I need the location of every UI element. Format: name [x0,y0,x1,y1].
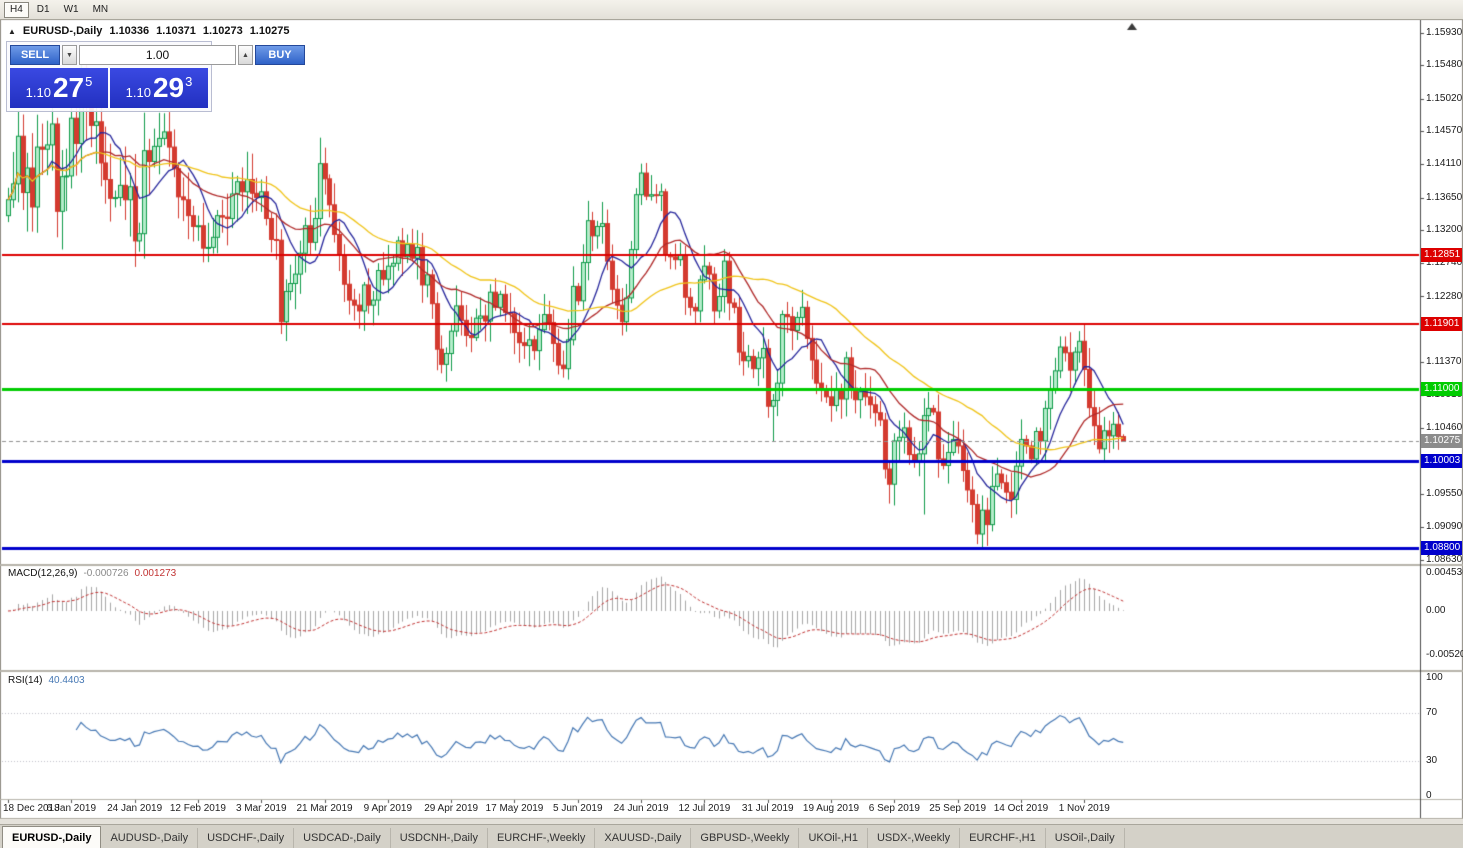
timeframe-button-d1[interactable]: D1 [36,4,50,15]
chart-low-value: 1.10273 [202,25,243,37]
rsi-axis-tick: 100 [1426,672,1443,683]
macd-axis-tick: -0.005205 [1426,648,1463,660]
price-level-badge: 1.11000 [1421,381,1462,396]
date-label: 1 Nov 2019 [1058,803,1110,814]
price-level-badge: 1.11901 [1421,316,1462,331]
date-label: 24 Jan 2019 [107,803,163,814]
price-axis-tick: 1.11370 [1426,356,1462,368]
sell-button[interactable]: SELL [10,45,60,65]
date-label: 21 Mar 2019 [296,803,353,814]
date-label: 18 Dec 2018 [3,803,60,814]
rsi-axis-tick: 0 [1426,790,1432,801]
chart-title: EURUSD-,Daily [22,25,103,37]
chart-tab-usdchf-daily[interactable]: USDCHF-,Daily [198,828,295,848]
current-price-badge: 1.10275 [1421,434,1462,449]
one-click-trading-panel: SELL ▼ ▲ BUY 1.10 27 5 1.10 29 3 [6,41,305,112]
chevron-down-icon: ▼ [66,51,73,59]
horizontal-scrollbar[interactable] [0,819,1463,824]
date-label: 6 Jan 2019 [46,803,97,814]
date-label: 9 Apr 2019 [363,803,413,814]
price-level-badge: 1.10003 [1421,453,1462,468]
chart-tabs-bar: EURUSD-,Daily AUDUSD-,Daily USDCHF-,Daily U… [0,824,1463,848]
chart-high-value: 1.10371 [156,25,196,37]
price-axis-tick: 1.13200 [1426,224,1463,236]
price-axis-tick: 1.15930 [1426,27,1463,38]
buy-button[interactable]: BUY [255,45,305,65]
buy-price-box[interactable]: 1.10 29 3 [110,68,208,108]
date-label: 6 Sep 2019 [868,803,920,814]
price-axis-tick: 1.12740 [1426,257,1463,269]
chart-tab-xauusd-daily[interactable]: XAUUSD-,Daily [595,828,692,848]
date-label: 14 Oct 2019 [993,803,1049,814]
date-label: 12 Jul 2019 [678,803,731,814]
date-label: 17 May 2019 [485,803,544,814]
date-label: 25 Sep 2019 [929,803,986,814]
price-axis-tick: 1.08630 [1426,554,1463,565]
volume-increase-button[interactable]: ▲ [238,45,253,65]
date-label: 19 Aug 2019 [802,803,860,814]
macd-header: MACD(12,26,9) -0.000726 0.001273 [8,568,176,579]
chart-tab-gbpusd-weekly[interactable]: GBPUSD-,Weekly [691,828,800,848]
date-label: 3 Mar 2019 [235,803,287,814]
price-axis-tick: 1.14110 [1426,158,1462,170]
rsi-header: RSI(14) 40.4403 [8,675,85,686]
macd-main-value: -0.000726 [83,568,129,579]
date-label: 12 Feb 2019 [169,803,227,814]
timeframe-button-w1[interactable]: W1 [63,4,79,15]
price-axis-tick: 1.09550 [1426,487,1463,499]
price-axis-tick: 1.09090 [1426,520,1463,532]
sell-price-prefix: 1.10 [25,84,51,100]
chart-tab-eurchf-weekly[interactable]: EURCHF-,Weekly [488,828,596,848]
chart-tab-eurchf-h1[interactable]: EURCHF-,H1 [960,828,1046,848]
price-axis-tick: 1.14570 [1426,125,1463,137]
chart-tab-usdcad-daily[interactable]: USDCAD-,Daily [294,828,391,848]
macd-label: MACD(12,26,9) [8,568,78,579]
price-axis-tick: 1.13650 [1426,191,1463,203]
chart-tab-usdx-weekly[interactable]: USDX-,Weekly [868,828,961,848]
chart-tab-audusd-daily[interactable]: AUDUSD-,Daily [101,828,199,848]
rsi-axis-tick: 30 [1426,754,1438,766]
price-axis-tick: 1.15020 [1426,92,1463,104]
chart-tab-usoil-daily[interactable]: USOil-,Daily [1046,828,1125,848]
macd-axis-tick: 0.00 [1426,605,1446,616]
buy-price-pip: 3 [185,73,193,89]
chart-close-value: 1.10275 [249,25,290,37]
collapse-trade-panel-icon[interactable]: ▲ [8,26,16,36]
price-level-badge: 1.12851 [1421,248,1462,263]
date-label: 29 Apr 2019 [424,803,479,814]
chart-open-value: 1.10336 [109,25,150,37]
trade-controls-row: SELL ▼ ▲ BUY [10,45,305,65]
volume-input[interactable] [79,45,236,65]
rsi-label: RSI(14) [8,675,43,686]
price-level-badge: 1.08800 [1421,540,1462,555]
date-label: 31 Jul 2019 [741,803,794,814]
price-axis-tick: 1.10460 [1426,421,1463,433]
chart-tab-usdcnh-daily[interactable]: USDCNH-,Daily [391,828,488,848]
buy-price-big: 29 [152,72,185,103]
sell-price-big: 27 [52,72,85,103]
chart-tab-ukoil-h1[interactable]: UKOil-,H1 [799,828,868,848]
chart-tab-eurusd-daily[interactable]: EURUSD-,Daily [2,826,102,848]
macd-signal-value: 0.001273 [134,568,177,579]
sell-price-pip: 5 [85,73,93,89]
sell-price-box[interactable]: 1.10 27 5 [10,68,108,108]
buy-price-prefix: 1.10 [125,84,151,100]
rsi-value: 40.4403 [48,675,85,686]
timeframe-button-h4[interactable]: H4 [4,1,29,18]
date-label: 24 Jun 2019 [613,803,669,814]
chart-header: ▲ EURUSD-,Daily 1.10336 1.10371 1.10273 … [8,25,289,37]
rsi-axis-tick: 70 [1426,707,1438,719]
chevron-up-icon: ▲ [242,51,249,59]
date-label: 5 Jun 2019 [553,803,603,814]
timeframe-toolbar: H4 D1 W1 MN [0,0,1463,20]
price-axis-tick: 1.12280 [1426,290,1463,302]
timeframe-button-mn[interactable]: MN [92,4,109,15]
volume-decrease-button[interactable]: ▼ [62,45,77,65]
trade-prices-row: 1.10 27 5 1.10 29 3 [10,68,208,108]
macd-axis-tick: 0.004536 [1426,566,1463,578]
price-axis-tick: 1.15480 [1426,59,1463,71]
